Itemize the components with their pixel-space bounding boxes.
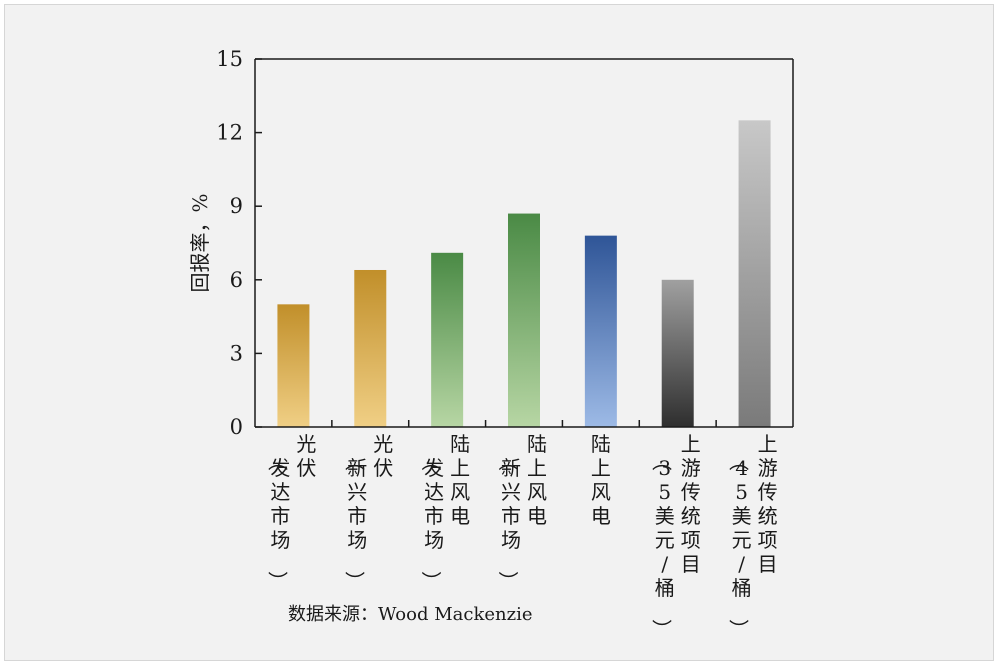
bar	[738, 120, 771, 427]
ticks-layer: 0 3 6 9 12 15	[216, 47, 717, 439]
x-category-label: 陆上风电	[450, 432, 470, 528]
x-category-label: （4 5 美元/桶）	[727, 451, 752, 639]
x-category-label: （新兴市场）	[342, 451, 367, 591]
x-category-label: 陆上风电	[527, 432, 547, 528]
y-tick-label: 3	[230, 341, 243, 365]
chart-frame	[4, 4, 994, 661]
source-note: 数据来源：Wood Mackenzie	[288, 604, 533, 625]
bar	[354, 269, 387, 427]
x-category-label: （新兴市场）	[496, 451, 521, 591]
bar	[431, 252, 464, 427]
bars-layer	[277, 120, 771, 427]
x-category-label: 上游传统项目	[681, 432, 701, 576]
y-tick-label: 6	[230, 268, 243, 292]
x-category-label: （发达市场）	[265, 451, 290, 591]
bar	[277, 304, 310, 427]
x-category-label: 光伏	[373, 432, 393, 480]
x-category-label: 光伏	[296, 432, 316, 480]
y-tick-label: 15	[216, 47, 243, 71]
x-category-label: 陆上风电	[591, 432, 611, 528]
axes-layer	[254, 58, 794, 428]
x-category-label: 上游传统项目	[758, 432, 778, 576]
y-axis-title: 回报率，%	[188, 193, 212, 292]
y-tick-label: 9	[230, 194, 243, 218]
x-category-label: （3 5 美元/桶）	[650, 451, 675, 639]
y-tick-label: 0	[230, 415, 243, 439]
bar	[584, 235, 617, 427]
y-tick-label: 12	[216, 121, 243, 145]
category-labels: 光伏（发达市场）光伏（新兴市场）陆上风电（发达市场）陆上风电（新兴市场）陆上风电…	[265, 432, 777, 639]
x-category-label: （发达市场）	[419, 451, 444, 591]
bar	[661, 279, 694, 427]
bar	[508, 213, 540, 427]
